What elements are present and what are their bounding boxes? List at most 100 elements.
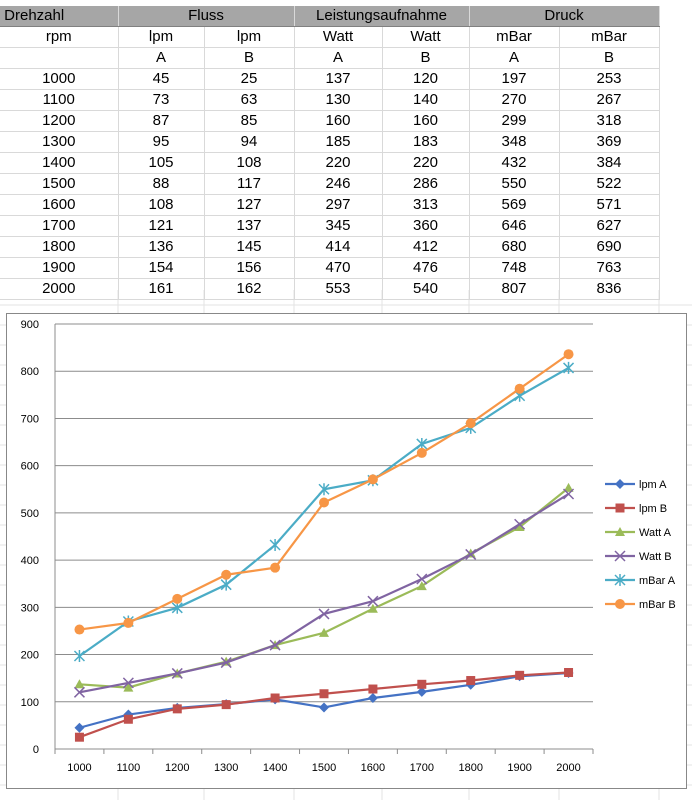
- table-cell[interactable]: 220: [382, 152, 470, 174]
- table-cell[interactable]: 318: [559, 110, 660, 132]
- data-point[interactable]: [514, 522, 525, 532]
- data-point[interactable]: [122, 677, 134, 689]
- table-cell[interactable]: 348: [469, 131, 560, 153]
- data-point[interactable]: [318, 608, 330, 620]
- table-cell[interactable]: 162: [204, 278, 295, 300]
- table-cell[interactable]: 836: [559, 278, 660, 300]
- series-line[interactable]: [79, 493, 570, 694]
- table-cell[interactable]: 137: [204, 215, 295, 237]
- sub-cell[interactable]: A: [294, 47, 383, 69]
- table-cell[interactable]: 137: [294, 68, 383, 90]
- legend-marker[interactable]: [615, 503, 625, 513]
- data-point[interactable]: [74, 722, 85, 733]
- data-point[interactable]: [416, 573, 428, 585]
- data-point[interactable]: [563, 361, 575, 374]
- unit-cell[interactable]: rpm: [0, 26, 119, 48]
- table-cell[interactable]: 1700: [0, 215, 119, 237]
- table-cell[interactable]: 267: [559, 89, 660, 111]
- data-point[interactable]: [465, 548, 477, 560]
- table-cell[interactable]: 121: [118, 215, 205, 237]
- table-cell[interactable]: 553: [294, 278, 383, 300]
- table-cell[interactable]: 1500: [0, 173, 119, 195]
- table-cell[interactable]: 807: [469, 278, 560, 300]
- table-cell[interactable]: 299: [469, 110, 560, 132]
- table-cell[interactable]: 145: [204, 236, 295, 258]
- table-cell[interactable]: 220: [294, 152, 383, 174]
- data-point[interactable]: [221, 569, 232, 580]
- table-cell[interactable]: 569: [469, 194, 560, 216]
- data-point[interactable]: [319, 497, 329, 508]
- table-cell[interactable]: 270: [469, 89, 560, 111]
- data-point[interactable]: [319, 627, 329, 637]
- table-cell[interactable]: 384: [559, 152, 660, 174]
- data-point[interactable]: [270, 562, 281, 573]
- data-point[interactable]: [367, 474, 378, 485]
- unit-cell[interactable]: Watt: [382, 26, 470, 48]
- sub-cell[interactable]: B: [382, 47, 470, 69]
- table-cell[interactable]: 156: [204, 257, 295, 279]
- table-cell[interactable]: 130: [294, 89, 383, 111]
- data-point[interactable]: [367, 693, 378, 703]
- data-point[interactable]: [269, 639, 281, 651]
- data-point[interactable]: [563, 482, 574, 492]
- table-cell[interactable]: 550: [469, 173, 560, 195]
- data-point[interactable]: [466, 676, 476, 686]
- unit-cell[interactable]: lpm: [204, 26, 295, 48]
- table-cell[interactable]: 94: [204, 131, 295, 153]
- data-point[interactable]: [221, 700, 231, 710]
- sub-cell[interactable]: B: [559, 47, 660, 69]
- table-cell[interactable]: 253: [559, 68, 660, 90]
- data-point[interactable]: [416, 686, 427, 697]
- table-cell[interactable]: 286: [382, 173, 470, 195]
- data-point[interactable]: [318, 483, 330, 496]
- legend-item[interactable]: lpm B: [605, 503, 667, 515]
- table-cell[interactable]: 540: [382, 278, 470, 300]
- data-point[interactable]: [563, 349, 574, 360]
- header-fluss[interactable]: Fluss: [118, 6, 295, 27]
- data-point[interactable]: [319, 689, 329, 699]
- legend-marker[interactable]: [615, 527, 625, 536]
- legend-item[interactable]: lpm A: [605, 479, 667, 491]
- table-cell[interactable]: 161: [118, 278, 205, 300]
- data-point[interactable]: [123, 714, 133, 724]
- table-cell[interactable]: 63: [204, 89, 295, 111]
- legend-item[interactable]: mBar A: [605, 574, 676, 587]
- table-cell[interactable]: 470: [294, 257, 383, 279]
- table-cell[interactable]: 87: [118, 110, 205, 132]
- table-cell[interactable]: 154: [118, 257, 205, 279]
- sub-cell[interactable]: [0, 47, 119, 69]
- data-point[interactable]: [73, 686, 85, 698]
- data-point[interactable]: [515, 670, 525, 680]
- table-cell[interactable]: 85: [204, 110, 295, 132]
- table-cell[interactable]: 25: [204, 68, 295, 90]
- table-cell[interactable]: 105: [118, 152, 205, 174]
- sub-cell[interactable]: B: [204, 47, 295, 69]
- table-cell[interactable]: 160: [382, 110, 470, 132]
- data-point[interactable]: [416, 447, 427, 458]
- table-cell[interactable]: 140: [382, 89, 470, 111]
- table-cell[interactable]: 73: [118, 89, 205, 111]
- table-cell[interactable]: 748: [469, 257, 560, 279]
- series-line[interactable]: [79, 487, 570, 689]
- data-point[interactable]: [563, 488, 575, 500]
- table-cell[interactable]: 369: [559, 131, 660, 153]
- legend-marker[interactable]: [614, 550, 626, 562]
- legend-item[interactable]: Watt B: [605, 550, 672, 563]
- legend-marker[interactable]: [615, 599, 625, 609]
- table-cell[interactable]: 183: [382, 131, 470, 153]
- table-cell[interactable]: 160: [294, 110, 383, 132]
- legend-item[interactable]: mBar B: [605, 599, 676, 611]
- data-point[interactable]: [465, 418, 476, 429]
- table-cell[interactable]: 45: [118, 68, 205, 90]
- legend-marker[interactable]: [614, 574, 626, 586]
- data-point[interactable]: [172, 704, 182, 714]
- table-cell[interactable]: 120: [382, 68, 470, 90]
- data-point[interactable]: [74, 624, 85, 635]
- table-cell[interactable]: 95: [118, 131, 205, 153]
- data-point[interactable]: [269, 539, 281, 551]
- legend-marker[interactable]: [615, 479, 625, 489]
- data-point[interactable]: [73, 649, 85, 662]
- table-cell[interactable]: 246: [294, 173, 383, 195]
- table-cell[interactable]: 412: [382, 236, 470, 258]
- data-point[interactable]: [171, 667, 183, 679]
